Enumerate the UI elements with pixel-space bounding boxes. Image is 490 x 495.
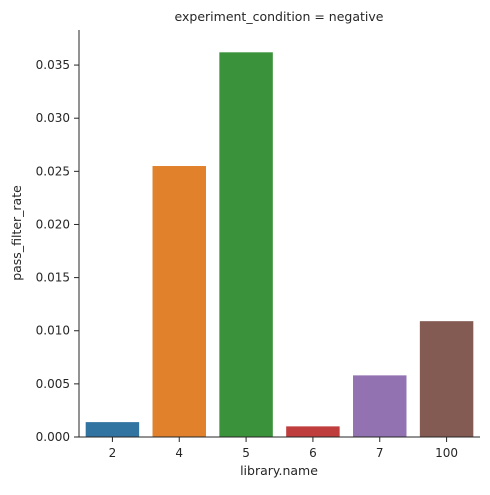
x-tick-label: 4 [175,446,183,460]
bar-2 [85,422,140,437]
y-tick-label: 0.000 [36,430,70,444]
y-tick-label: 0.030 [36,111,70,125]
y-tick-label: 0.035 [36,58,70,72]
y-tick-label: 0.015 [36,271,70,285]
bar-100 [419,321,474,437]
x-ticks-group: 2 4 5 6 7 100 [109,437,458,460]
x-tick-label: 5 [242,446,250,460]
y-tick-label: 0.010 [36,324,70,338]
y-tick-label: 0.005 [36,377,70,391]
bars-group [85,52,474,438]
chart-title: experiment_condition = negative [175,9,384,24]
x-axis-label: library.name [240,463,318,478]
bar-4 [152,166,206,438]
x-tick-label: 100 [435,446,458,460]
y-tick-label: 0.025 [36,164,70,178]
x-tick-label: 6 [309,446,317,460]
y-ticks-group: 0.000 0.005 0.010 0.015 0.020 0.025 0.030 0.035 [36,58,79,444]
bar-7 [353,375,407,437]
bar-6 [286,426,340,437]
y-tick-label: 0.020 [36,217,70,231]
x-tick-label: 7 [376,446,384,460]
x-tick-label: 2 [109,446,117,460]
bar-5 [219,52,273,438]
y-axis-label: pass_filter_rate [9,185,24,281]
